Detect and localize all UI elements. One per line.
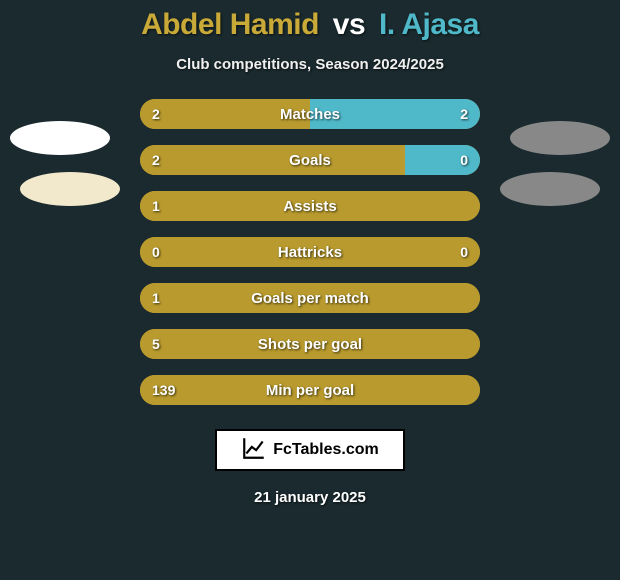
subtitle: Club competitions, Season 2024/2025 xyxy=(0,56,620,73)
player2-name: I. Ajasa xyxy=(379,8,479,41)
stat-label: Matches xyxy=(140,106,480,123)
stat-label: Hattricks xyxy=(140,244,480,261)
chart-icon xyxy=(241,435,267,466)
site-badge[interactable]: FcTables.com xyxy=(215,429,405,471)
vs-label: vs xyxy=(327,8,371,41)
snapshot-date: 21 january 2025 xyxy=(0,489,620,506)
player1-club-badge xyxy=(10,121,110,155)
player1-country-badge xyxy=(20,172,120,206)
comparison-title: Abdel Hamid vs I. Ajasa xyxy=(0,0,620,42)
site-name: FcTables.com xyxy=(273,441,379,459)
stat-label: Goals xyxy=(140,152,480,169)
stat-row: 5Shots per goal xyxy=(140,329,480,359)
stat-row: 1Goals per match xyxy=(140,283,480,313)
player2-club-badge xyxy=(510,121,610,155)
stat-label: Assists xyxy=(140,198,480,215)
player1-name: Abdel Hamid xyxy=(141,8,319,41)
stat-row: 1Assists xyxy=(140,191,480,221)
stat-label: Goals per match xyxy=(140,290,480,307)
stat-label: Min per goal xyxy=(140,382,480,399)
stat-row: 00Hattricks xyxy=(140,237,480,267)
stat-row: 20Goals xyxy=(140,145,480,175)
stat-row: 22Matches xyxy=(140,99,480,129)
player2-country-badge xyxy=(500,172,600,206)
stat-label: Shots per goal xyxy=(140,336,480,353)
stat-row: 139Min per goal xyxy=(140,375,480,405)
